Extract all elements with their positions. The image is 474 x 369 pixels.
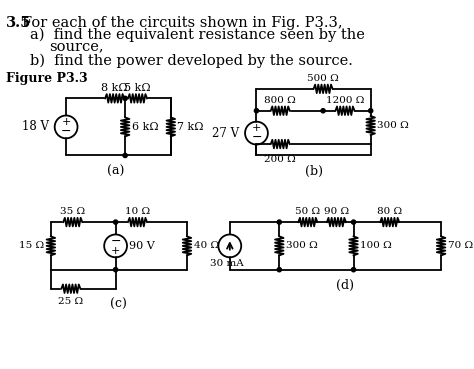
Circle shape bbox=[123, 154, 127, 158]
Text: 10 Ω: 10 Ω bbox=[125, 207, 150, 216]
Text: 50 Ω: 50 Ω bbox=[295, 207, 320, 216]
Text: 800 Ω: 800 Ω bbox=[264, 96, 296, 105]
Text: +: + bbox=[252, 123, 261, 133]
Text: 1200 Ω: 1200 Ω bbox=[326, 96, 364, 105]
Text: 6 kΩ: 6 kΩ bbox=[132, 122, 158, 132]
Text: −: − bbox=[251, 131, 262, 144]
Circle shape bbox=[321, 108, 325, 113]
Text: (a): (a) bbox=[107, 165, 124, 178]
Circle shape bbox=[351, 220, 356, 224]
Text: 90 V: 90 V bbox=[129, 241, 155, 251]
Text: 8 kΩ: 8 kΩ bbox=[101, 83, 128, 93]
Text: 100 Ω: 100 Ω bbox=[360, 241, 392, 251]
Text: Figure P3.3: Figure P3.3 bbox=[6, 72, 88, 85]
Text: (b): (b) bbox=[305, 165, 323, 178]
Circle shape bbox=[277, 220, 282, 224]
Text: (d): (d) bbox=[336, 279, 354, 292]
Circle shape bbox=[123, 96, 127, 100]
Text: +: + bbox=[62, 117, 71, 127]
Text: 5 kΩ: 5 kΩ bbox=[124, 83, 151, 93]
Circle shape bbox=[113, 220, 118, 224]
Text: 200 Ω: 200 Ω bbox=[264, 155, 296, 163]
Circle shape bbox=[369, 108, 373, 113]
Text: (c): (c) bbox=[110, 298, 128, 311]
Circle shape bbox=[113, 268, 118, 272]
Text: −: − bbox=[61, 125, 72, 138]
Text: +: + bbox=[111, 246, 120, 256]
Text: 3.5: 3.5 bbox=[6, 15, 32, 30]
Text: 7 kΩ: 7 kΩ bbox=[177, 122, 204, 132]
Text: 90 Ω: 90 Ω bbox=[324, 207, 349, 216]
Text: 300 Ω: 300 Ω bbox=[377, 121, 409, 130]
Circle shape bbox=[351, 268, 356, 272]
Text: 300 Ω: 300 Ω bbox=[286, 241, 318, 251]
Text: 18 V: 18 V bbox=[22, 120, 49, 134]
Text: −: − bbox=[110, 235, 121, 248]
Text: 30 mA: 30 mA bbox=[210, 259, 244, 268]
Text: 80 Ω: 80 Ω bbox=[377, 207, 402, 216]
Text: 15 Ω: 15 Ω bbox=[19, 241, 44, 251]
Text: 27 V: 27 V bbox=[212, 127, 239, 139]
Circle shape bbox=[255, 108, 258, 113]
Text: source,: source, bbox=[49, 39, 104, 54]
Text: 35 Ω: 35 Ω bbox=[60, 207, 85, 216]
Text: For each of the circuits shown in Fig. P3.3,: For each of the circuits shown in Fig. P… bbox=[22, 15, 343, 30]
Text: a)  find the equivalent resistance seen by the: a) find the equivalent resistance seen b… bbox=[30, 28, 365, 42]
Text: b)  find the power developed by the source.: b) find the power developed by the sourc… bbox=[30, 54, 353, 68]
Text: 500 Ω: 500 Ω bbox=[307, 74, 339, 83]
Text: 25 Ω: 25 Ω bbox=[58, 297, 83, 306]
Circle shape bbox=[277, 268, 282, 272]
Text: 40 Ω: 40 Ω bbox=[194, 241, 219, 251]
Text: 70 Ω: 70 Ω bbox=[448, 241, 473, 251]
